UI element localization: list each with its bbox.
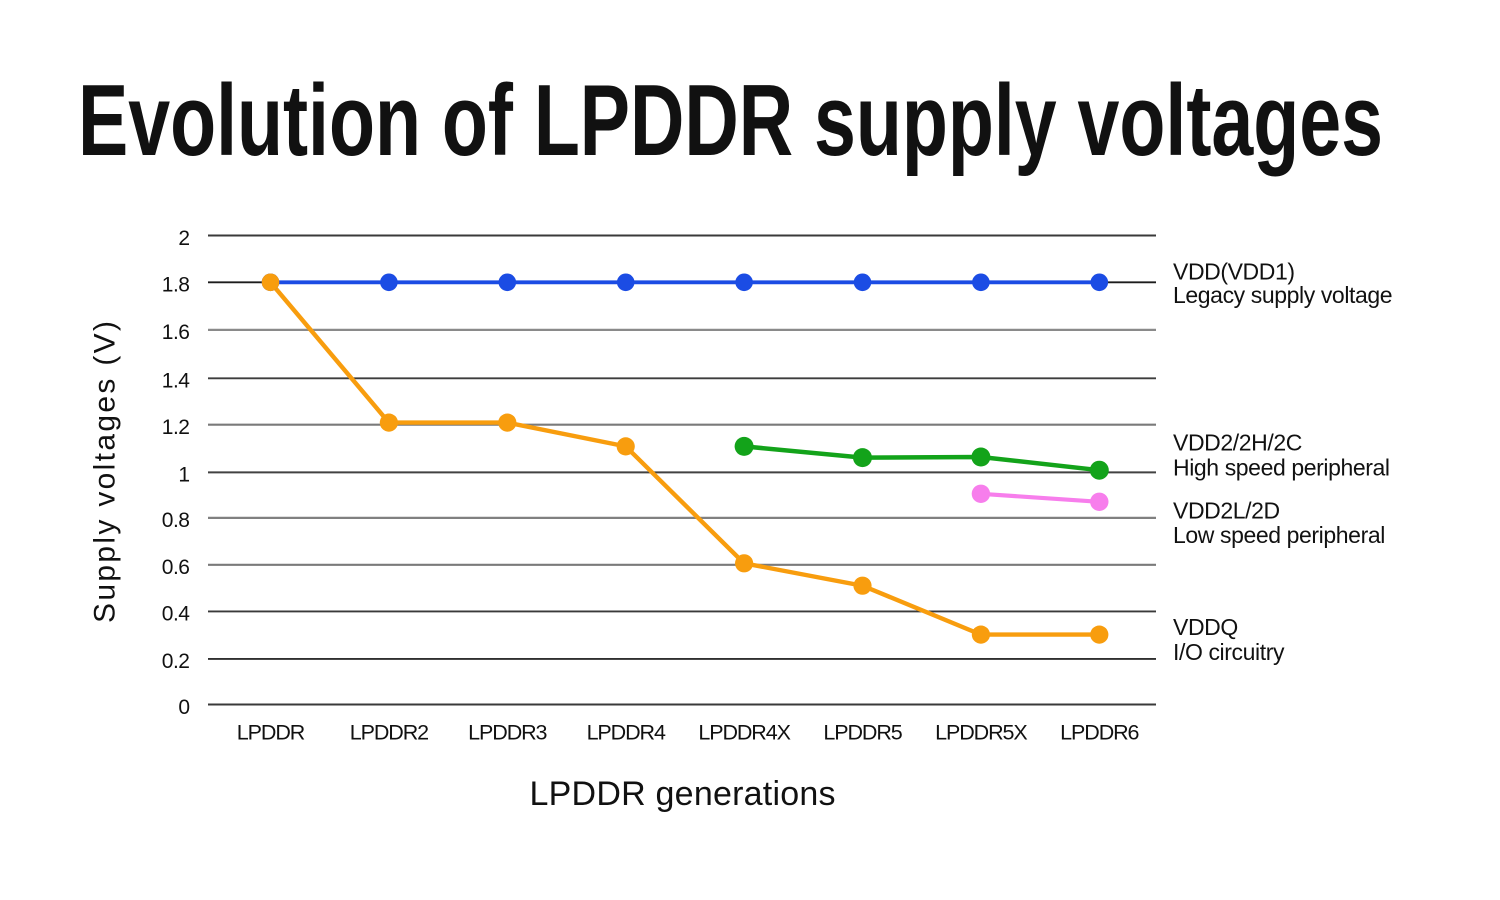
svg-text:1.4: 1.4: [162, 370, 191, 393]
svg-text:VDD(VDD1): VDD(VDD1): [1173, 259, 1295, 285]
svg-text:LPDDR4X: LPDDR4X: [698, 721, 790, 745]
svg-text:LPDDR5X: LPDDR5X: [935, 721, 1027, 745]
svg-text:VDDQ: VDDQ: [1173, 614, 1238, 640]
svg-text:0: 0: [178, 696, 189, 719]
svg-text:0.6: 0.6: [162, 556, 190, 579]
svg-text:LPDDR generations: LPDDR generations: [530, 775, 836, 813]
svg-text:High speed peripheral: High speed peripheral: [1173, 454, 1390, 480]
svg-text:LPDDR2: LPDDR2: [350, 721, 428, 745]
svg-text:I/O circuitry: I/O circuitry: [1173, 639, 1285, 665]
svg-text:LPDDR4: LPDDR4: [587, 721, 666, 745]
svg-text:LPDDR3: LPDDR3: [468, 721, 547, 745]
svg-text:Evolution of LPDDR supply volt: Evolution of LPDDR supply voltages: [78, 65, 1383, 177]
svg-text:LPDDR5: LPDDR5: [823, 721, 902, 745]
svg-text:LPDDR6: LPDDR6: [1060, 721, 1139, 745]
svg-text:LPDDR: LPDDR: [237, 721, 305, 745]
svg-text:Legacy supply voltage: Legacy supply voltage: [1173, 282, 1392, 308]
svg-text:1: 1: [178, 464, 189, 487]
svg-text:Low speed peripheral: Low speed peripheral: [1173, 522, 1385, 548]
svg-text:2: 2: [178, 227, 189, 250]
svg-text:0.8: 0.8: [162, 509, 190, 532]
svg-text:1.2: 1.2: [162, 416, 190, 439]
svg-text:0.2: 0.2: [162, 650, 190, 673]
svg-text:VDD2L/2D: VDD2L/2D: [1173, 498, 1280, 524]
svg-text:1.6: 1.6: [162, 321, 190, 344]
svg-text:VDD2/2H/2C: VDD2/2H/2C: [1173, 430, 1302, 456]
svg-text:0.4: 0.4: [162, 603, 191, 626]
svg-text:1.8: 1.8: [162, 274, 190, 297]
